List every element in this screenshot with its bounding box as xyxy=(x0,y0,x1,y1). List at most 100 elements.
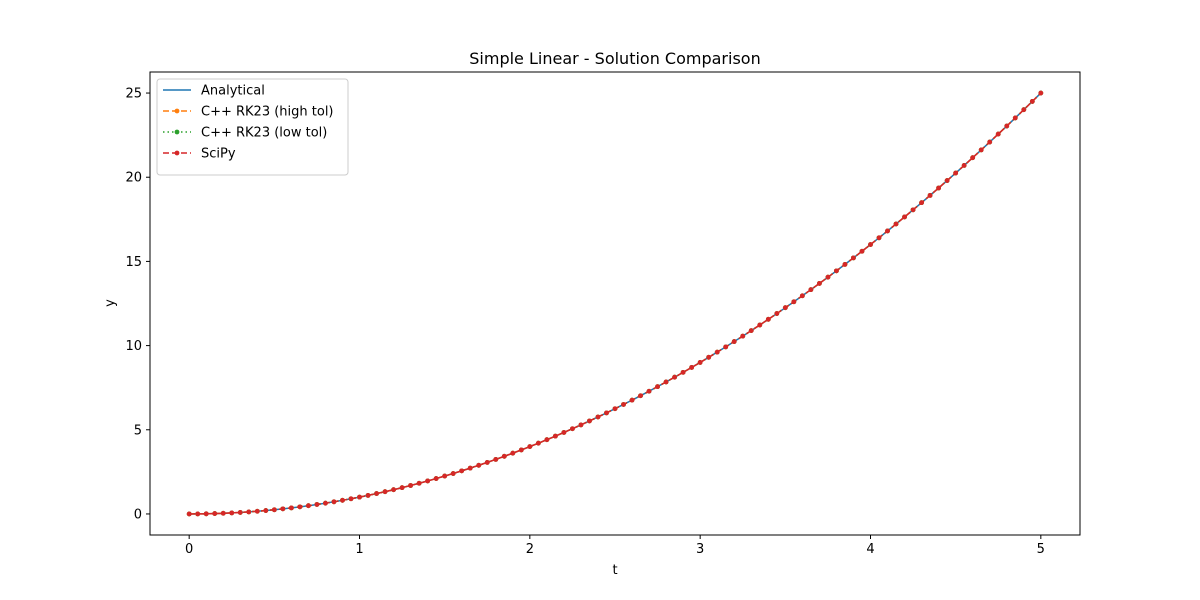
data-point-scipy xyxy=(1021,107,1027,113)
data-point-scipy xyxy=(254,508,260,514)
data-point-scipy xyxy=(331,499,337,505)
plot-area xyxy=(186,90,1044,517)
data-point-scipy xyxy=(612,406,618,412)
data-point-scipy xyxy=(919,200,924,206)
data-point-scipy xyxy=(587,418,592,424)
legend-label: C++ RK23 (low tol) xyxy=(201,126,327,141)
data-point-scipy xyxy=(927,192,933,198)
data-point-scipy xyxy=(425,478,431,484)
data-point-scipy xyxy=(791,299,797,305)
data-point-scipy xyxy=(510,450,516,456)
data-point-scipy xyxy=(391,487,396,493)
data-point-scipy xyxy=(851,255,856,261)
data-point-scipy xyxy=(646,388,652,394)
legend-item-c-rk23-high-tol: C++ RK23 (high tol) xyxy=(163,105,334,120)
data-point-scipy xyxy=(817,281,822,286)
data-point-scipy xyxy=(604,410,609,416)
y-tick-label: 5 xyxy=(134,423,142,438)
data-point-scipy xyxy=(774,311,780,316)
data-point-scipy xyxy=(629,397,635,403)
data-point-scipy xyxy=(876,235,882,241)
data-point-scipy xyxy=(323,500,328,506)
data-point-scipy xyxy=(961,163,967,168)
data-point-scipy xyxy=(859,248,865,254)
data-point-scipy xyxy=(535,440,541,446)
data-point-scipy xyxy=(570,426,575,432)
data-point-scipy xyxy=(195,511,201,517)
data-point-scipy xyxy=(459,468,465,474)
data-point-scipy xyxy=(544,437,550,443)
y-tick-label: 25 xyxy=(125,87,142,102)
data-point-scipy xyxy=(621,402,626,407)
data-point-scipy xyxy=(765,316,771,322)
data-point-scipy xyxy=(186,511,192,517)
axes: 0 1 2 3 4 5 0 5 10 15 20 25 xyxy=(125,87,1045,557)
data-point-scipy xyxy=(910,207,916,213)
data-point-scipy xyxy=(944,178,950,183)
data-point-scipy xyxy=(936,185,942,191)
x-tick-label: 0 xyxy=(185,542,193,557)
legend: Analytical C++ RK23 (high tol) C++ RK23 (l… xyxy=(156,78,349,176)
data-point-scipy xyxy=(212,511,218,516)
data-point-scipy xyxy=(416,480,422,486)
data-point-scipy xyxy=(748,328,754,334)
data-point-scipy xyxy=(808,287,814,293)
data-point-scipy xyxy=(978,147,984,153)
x-tick-label: 1 xyxy=(355,542,363,557)
data-point-scipy xyxy=(893,221,899,227)
legend-marker xyxy=(174,108,180,114)
data-point-scipy xyxy=(467,465,473,471)
data-point-scipy xyxy=(280,506,286,512)
data-point-scipy xyxy=(518,447,524,453)
data-point-scipy xyxy=(697,360,703,365)
data-point-scipy xyxy=(271,507,277,513)
data-point-scipy xyxy=(561,430,567,435)
data-point-scipy xyxy=(638,393,643,399)
data-point-scipy xyxy=(442,473,448,479)
data-point-scipy xyxy=(297,504,303,510)
legend-item-scipy: SciPy xyxy=(163,147,236,162)
data-point-scipy xyxy=(527,444,533,450)
data-point-scipy xyxy=(757,322,763,328)
data-point-scipy xyxy=(552,433,558,439)
data-point-scipy xyxy=(374,491,379,496)
data-point-scipy xyxy=(348,496,354,502)
y-tick-label: 10 xyxy=(125,339,142,354)
data-point-scipy xyxy=(1012,115,1018,121)
data-point-scipy xyxy=(237,510,243,515)
legend-item-c-rk23-low-tol: C++ RK23 (low tol) xyxy=(163,126,327,141)
data-point-scipy xyxy=(689,365,695,370)
data-point-scipy xyxy=(220,510,226,516)
data-point-scipy xyxy=(740,333,746,339)
data-point-scipy xyxy=(655,384,660,390)
x-tick-label: 4 xyxy=(866,542,874,557)
data-point-scipy xyxy=(885,228,890,234)
data-point-scipy xyxy=(723,344,729,350)
data-point-scipy xyxy=(382,489,388,495)
data-point-scipy xyxy=(706,354,712,360)
data-point-scipy xyxy=(399,485,405,491)
plot-frame xyxy=(149,71,1081,536)
data-point-scipy xyxy=(314,502,320,507)
x-axis-label: t xyxy=(612,563,617,578)
data-point-scipy xyxy=(365,492,371,498)
y-tick-label: 20 xyxy=(125,171,142,186)
data-point-scipy xyxy=(680,369,686,375)
legend-marker xyxy=(174,129,180,135)
data-point-scipy xyxy=(263,508,269,513)
data-point-scipy xyxy=(1029,99,1035,104)
legend-box xyxy=(156,78,349,176)
data-point-scipy xyxy=(306,503,311,509)
data-point-scipy xyxy=(1038,90,1044,96)
legend-label: SciPy xyxy=(201,147,236,162)
x-tick-label: 2 xyxy=(526,542,534,557)
data-point-scipy xyxy=(970,155,976,161)
data-point-scipy xyxy=(902,214,907,220)
legend-item-analytical: Analytical xyxy=(163,84,265,99)
data-point-scipy xyxy=(782,305,788,311)
data-point-scipy xyxy=(450,471,456,476)
data-point-scipy xyxy=(578,422,584,428)
data-point-scipy xyxy=(731,339,737,344)
data-point-scipy xyxy=(493,457,499,462)
